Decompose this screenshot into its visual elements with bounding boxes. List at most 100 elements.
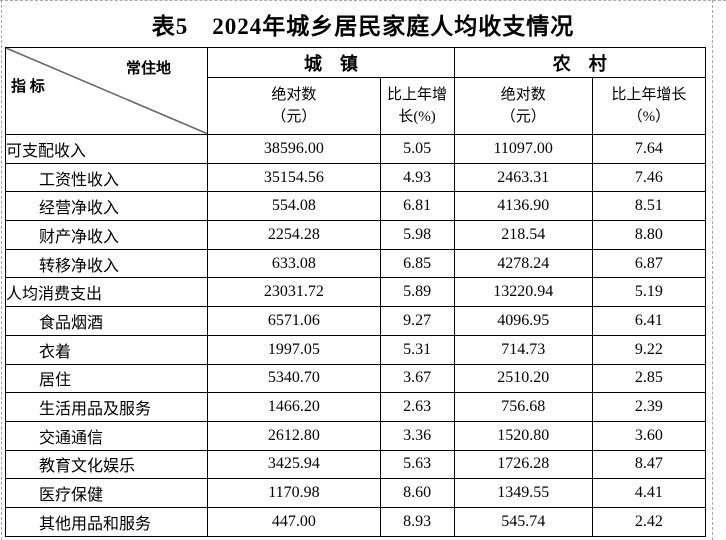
rural-absolute-value: 11097.00 bbox=[453, 134, 593, 164]
corner-wrap: 常住地 指 标 bbox=[6, 48, 207, 134]
rural-absolute-value: 756.68 bbox=[453, 392, 593, 422]
urban-growth-value: 5.31 bbox=[379, 334, 455, 365]
rural-absolute-value: 4096.95 bbox=[453, 306, 593, 336]
rural-growth-value: 2.42 bbox=[591, 506, 707, 537]
rural-absolute-value: 218.54 bbox=[453, 220, 593, 250]
rural-absolute-value: 1349.55 bbox=[453, 478, 593, 508]
urban-absolute-value: 35154.56 bbox=[207, 162, 381, 193]
corner-residence-label: 常住地 bbox=[126, 61, 172, 77]
rural-absolute-value: 4136.90 bbox=[453, 191, 593, 222]
header-urban-absolute-line2: （元） bbox=[271, 109, 317, 126]
urban-growth-value: 3.67 bbox=[379, 363, 455, 394]
urban-absolute-value: 554.08 bbox=[207, 191, 381, 222]
table-row: 工资性收入 35154.56 4.93 2463.31 7.46 bbox=[4, 162, 707, 193]
urban-growth-value: 6.85 bbox=[379, 248, 455, 279]
urban-absolute-value: 3425.94 bbox=[207, 449, 381, 480]
header-rural-growth-line1: 比上年增长 bbox=[611, 86, 687, 103]
rural-growth-value: 8.47 bbox=[591, 449, 707, 480]
table-row: 交通通信 2612.80 3.36 1520.80 3.60 bbox=[4, 420, 707, 451]
rural-growth-value: 7.46 bbox=[591, 162, 707, 193]
table-row: 食品烟酒 6571.06 9.27 4096.95 6.41 bbox=[4, 306, 707, 336]
urban-growth-value: 4.93 bbox=[379, 162, 455, 193]
table-row: 转移净收入 633.08 6.85 4278.24 6.87 bbox=[4, 248, 707, 279]
rural-absolute-value: 2463.31 bbox=[453, 162, 593, 193]
rural-absolute-value: 4278.24 bbox=[453, 248, 593, 279]
table-row: 教育文化娱乐 3425.94 5.63 1726.28 8.47 bbox=[4, 449, 707, 480]
header-urban-growth-line2: 长(%) bbox=[398, 109, 436, 126]
urban-absolute-value: 633.08 bbox=[207, 248, 381, 279]
header-sub-row: 绝对数 （元） 比上年增 长(%) 绝对数 （元） 比上年增长 （%） bbox=[6, 77, 707, 135]
urban-absolute-value: 6571.06 bbox=[207, 306, 381, 336]
urban-growth-value: 5.05 bbox=[379, 134, 455, 164]
rural-absolute-value: 1520.80 bbox=[453, 420, 593, 451]
header-urban-growth: 比上年增 长(%) bbox=[379, 77, 455, 135]
urban-absolute-value: 1997.05 bbox=[207, 334, 381, 365]
rural-growth-value: 4.41 bbox=[591, 478, 707, 508]
rural-absolute-value: 2510.20 bbox=[453, 363, 593, 394]
page-break-line-right bbox=[712, 0, 713, 540]
table-row: 经营净收入 554.08 6.81 4136.90 8.51 bbox=[4, 191, 707, 222]
urban-absolute-value: 2612.80 bbox=[207, 420, 381, 451]
rural-growth-value: 3.60 bbox=[591, 420, 707, 451]
header-urban: 城 镇 bbox=[207, 46, 455, 79]
rural-growth-value: 7.64 bbox=[591, 134, 707, 164]
table-title: 表5 2024年城乡居民家庭人均收支情况 bbox=[151, 14, 575, 39]
table-row: 居住 5340.70 3.67 2510.20 2.85 bbox=[4, 363, 707, 394]
header-rural-growth: 比上年增长 （%） bbox=[591, 77, 707, 135]
rural-growth-value: 2.85 bbox=[591, 363, 707, 394]
row-label: 工资性收入 bbox=[4, 162, 209, 193]
row-label: 人均消费支出 bbox=[4, 277, 209, 308]
rural-absolute-value: 714.73 bbox=[453, 334, 593, 365]
urban-absolute-value: 38596.00 bbox=[207, 134, 381, 164]
urban-absolute-value: 447.00 bbox=[207, 506, 381, 537]
urban-absolute-value: 1170.98 bbox=[207, 478, 381, 508]
urban-growth-value: 5.98 bbox=[379, 220, 455, 250]
header-rural: 农 村 bbox=[453, 46, 707, 79]
urban-growth-value: 3.36 bbox=[379, 420, 455, 451]
rural-absolute-value: 13220.94 bbox=[453, 277, 593, 308]
table-row: 医疗保健 1170.98 8.60 1349.55 4.41 bbox=[4, 478, 707, 508]
row-label: 衣着 bbox=[4, 334, 209, 365]
rural-absolute-value: 1726.28 bbox=[453, 449, 593, 480]
row-label: 居住 bbox=[4, 363, 209, 394]
header-urban-absolute-line1: 绝对数 bbox=[271, 86, 317, 103]
table-row: 人均消费支出 23031.72 5.89 13220.94 5.19 bbox=[4, 277, 707, 308]
urban-growth-value: 2.63 bbox=[379, 392, 455, 422]
rural-absolute-value: 545.74 bbox=[453, 506, 593, 537]
page-break-line-left bbox=[1, 0, 2, 540]
row-label: 转移净收入 bbox=[4, 248, 209, 279]
urban-growth-value: 8.93 bbox=[379, 506, 455, 537]
table-row: 衣着 1997.05 5.31 714.73 9.22 bbox=[4, 334, 707, 365]
row-label: 交通通信 bbox=[4, 420, 209, 451]
table-row: 可支配收入 38596.00 5.05 11097.00 7.64 bbox=[4, 134, 707, 164]
corner-indicator-label: 指 标 bbox=[11, 79, 45, 95]
row-label: 经营净收入 bbox=[4, 191, 209, 222]
urban-absolute-value: 23031.72 bbox=[207, 277, 381, 308]
row-label: 医疗保健 bbox=[4, 478, 209, 508]
header-rural-absolute-line2: （元） bbox=[500, 109, 546, 126]
rural-growth-value: 6.87 bbox=[591, 248, 707, 279]
urban-growth-value: 8.60 bbox=[379, 478, 455, 508]
row-label: 生活用品及服务 bbox=[4, 392, 209, 422]
urban-absolute-value: 2254.28 bbox=[207, 220, 381, 250]
row-label: 教育文化娱乐 bbox=[4, 449, 209, 480]
urban-absolute-value: 1466.20 bbox=[207, 392, 381, 422]
urban-growth-value: 9.27 bbox=[379, 306, 455, 336]
header-urban-growth-line1: 比上年增 bbox=[387, 86, 448, 103]
table-row: 其他用品和服务 447.00 8.93 545.74 2.42 bbox=[4, 506, 707, 537]
header-urban-absolute: 绝对数 （元） bbox=[207, 77, 381, 135]
rural-growth-value: 2.39 bbox=[591, 392, 707, 422]
table-row: 财产净收入 2254.28 5.98 218.54 8.80 bbox=[4, 220, 707, 250]
header-corner-cell: 常住地 指 标 bbox=[4, 47, 209, 135]
row-label: 可支配收入 bbox=[4, 134, 209, 164]
rural-growth-value: 8.80 bbox=[591, 220, 707, 250]
income-expenditure-table: 常住地 指 标 城 镇 农 村 绝对数 （元） 比上年增 长(%) 绝对数 bbox=[4, 46, 707, 537]
rural-growth-value: 9.22 bbox=[591, 334, 707, 365]
header-group-row: 常住地 指 标 城 镇 农 村 bbox=[4, 46, 707, 135]
rural-growth-value: 8.51 bbox=[591, 191, 707, 222]
urban-growth-value: 5.89 bbox=[379, 277, 455, 308]
diagonal-divider-line bbox=[6, 48, 207, 134]
header-rural-absolute: 绝对数 （元） bbox=[453, 77, 593, 135]
urban-growth-value: 6.81 bbox=[379, 191, 455, 222]
